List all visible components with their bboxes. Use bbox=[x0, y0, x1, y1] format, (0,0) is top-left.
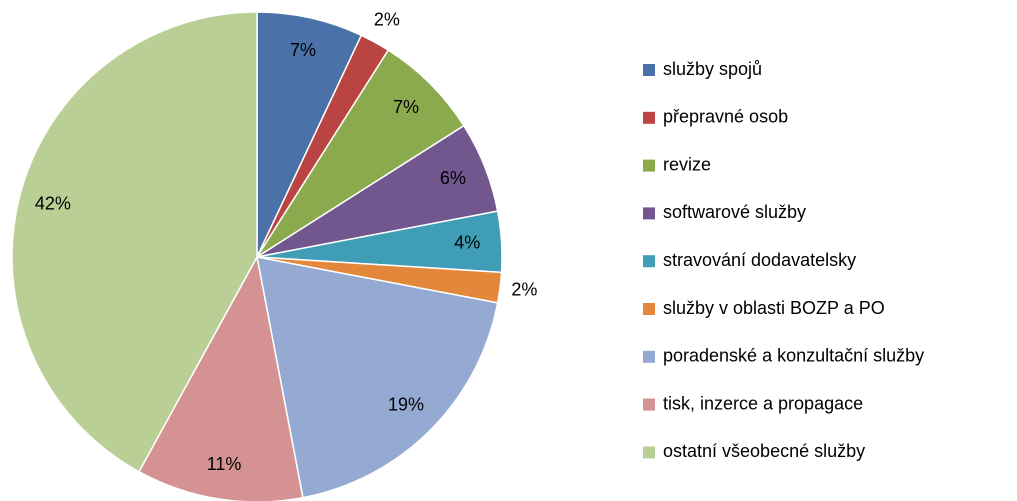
legend-swatch bbox=[643, 255, 655, 268]
data-label: 42% bbox=[35, 193, 71, 213]
legend-swatch bbox=[643, 111, 655, 124]
legend-label: ostatní všeobecné služby bbox=[663, 441, 865, 461]
pie-slice bbox=[11, 11, 258, 473]
legend-swatch bbox=[643, 398, 655, 411]
legend-label: služby v oblasti BOZP a PO bbox=[663, 298, 885, 318]
legend-swatch bbox=[643, 350, 655, 363]
legend-label: přepravné osob bbox=[663, 107, 788, 127]
legend-label: poradenské a konzultační služby bbox=[663, 346, 924, 366]
data-label: 19% bbox=[388, 395, 424, 415]
data-label: 7% bbox=[290, 40, 316, 60]
legend-swatch bbox=[643, 207, 655, 220]
pie-slice bbox=[256, 256, 499, 499]
pie-slice bbox=[256, 49, 465, 258]
data-label: 6% bbox=[440, 168, 466, 188]
legend-swatch bbox=[643, 159, 655, 172]
legend-label: tisk, inzerce a propagace bbox=[663, 393, 863, 413]
data-label: 2% bbox=[511, 280, 537, 300]
legend-label: služby spojů bbox=[663, 59, 762, 79]
data-label: 2% bbox=[374, 10, 400, 30]
data-label: 4% bbox=[454, 233, 480, 253]
legend-swatch bbox=[643, 64, 655, 76]
legend-swatch bbox=[643, 303, 655, 315]
data-label: 11% bbox=[207, 454, 242, 474]
legend-swatch bbox=[643, 446, 655, 459]
pie-slice bbox=[256, 11, 363, 258]
legend-label: stravování dodavatelsky bbox=[663, 250, 856, 270]
pie-slice bbox=[137, 254, 304, 501]
legend-label: revize bbox=[663, 154, 711, 174]
data-label: 7% bbox=[393, 97, 419, 117]
legend-label: softwarové služby bbox=[663, 202, 806, 222]
